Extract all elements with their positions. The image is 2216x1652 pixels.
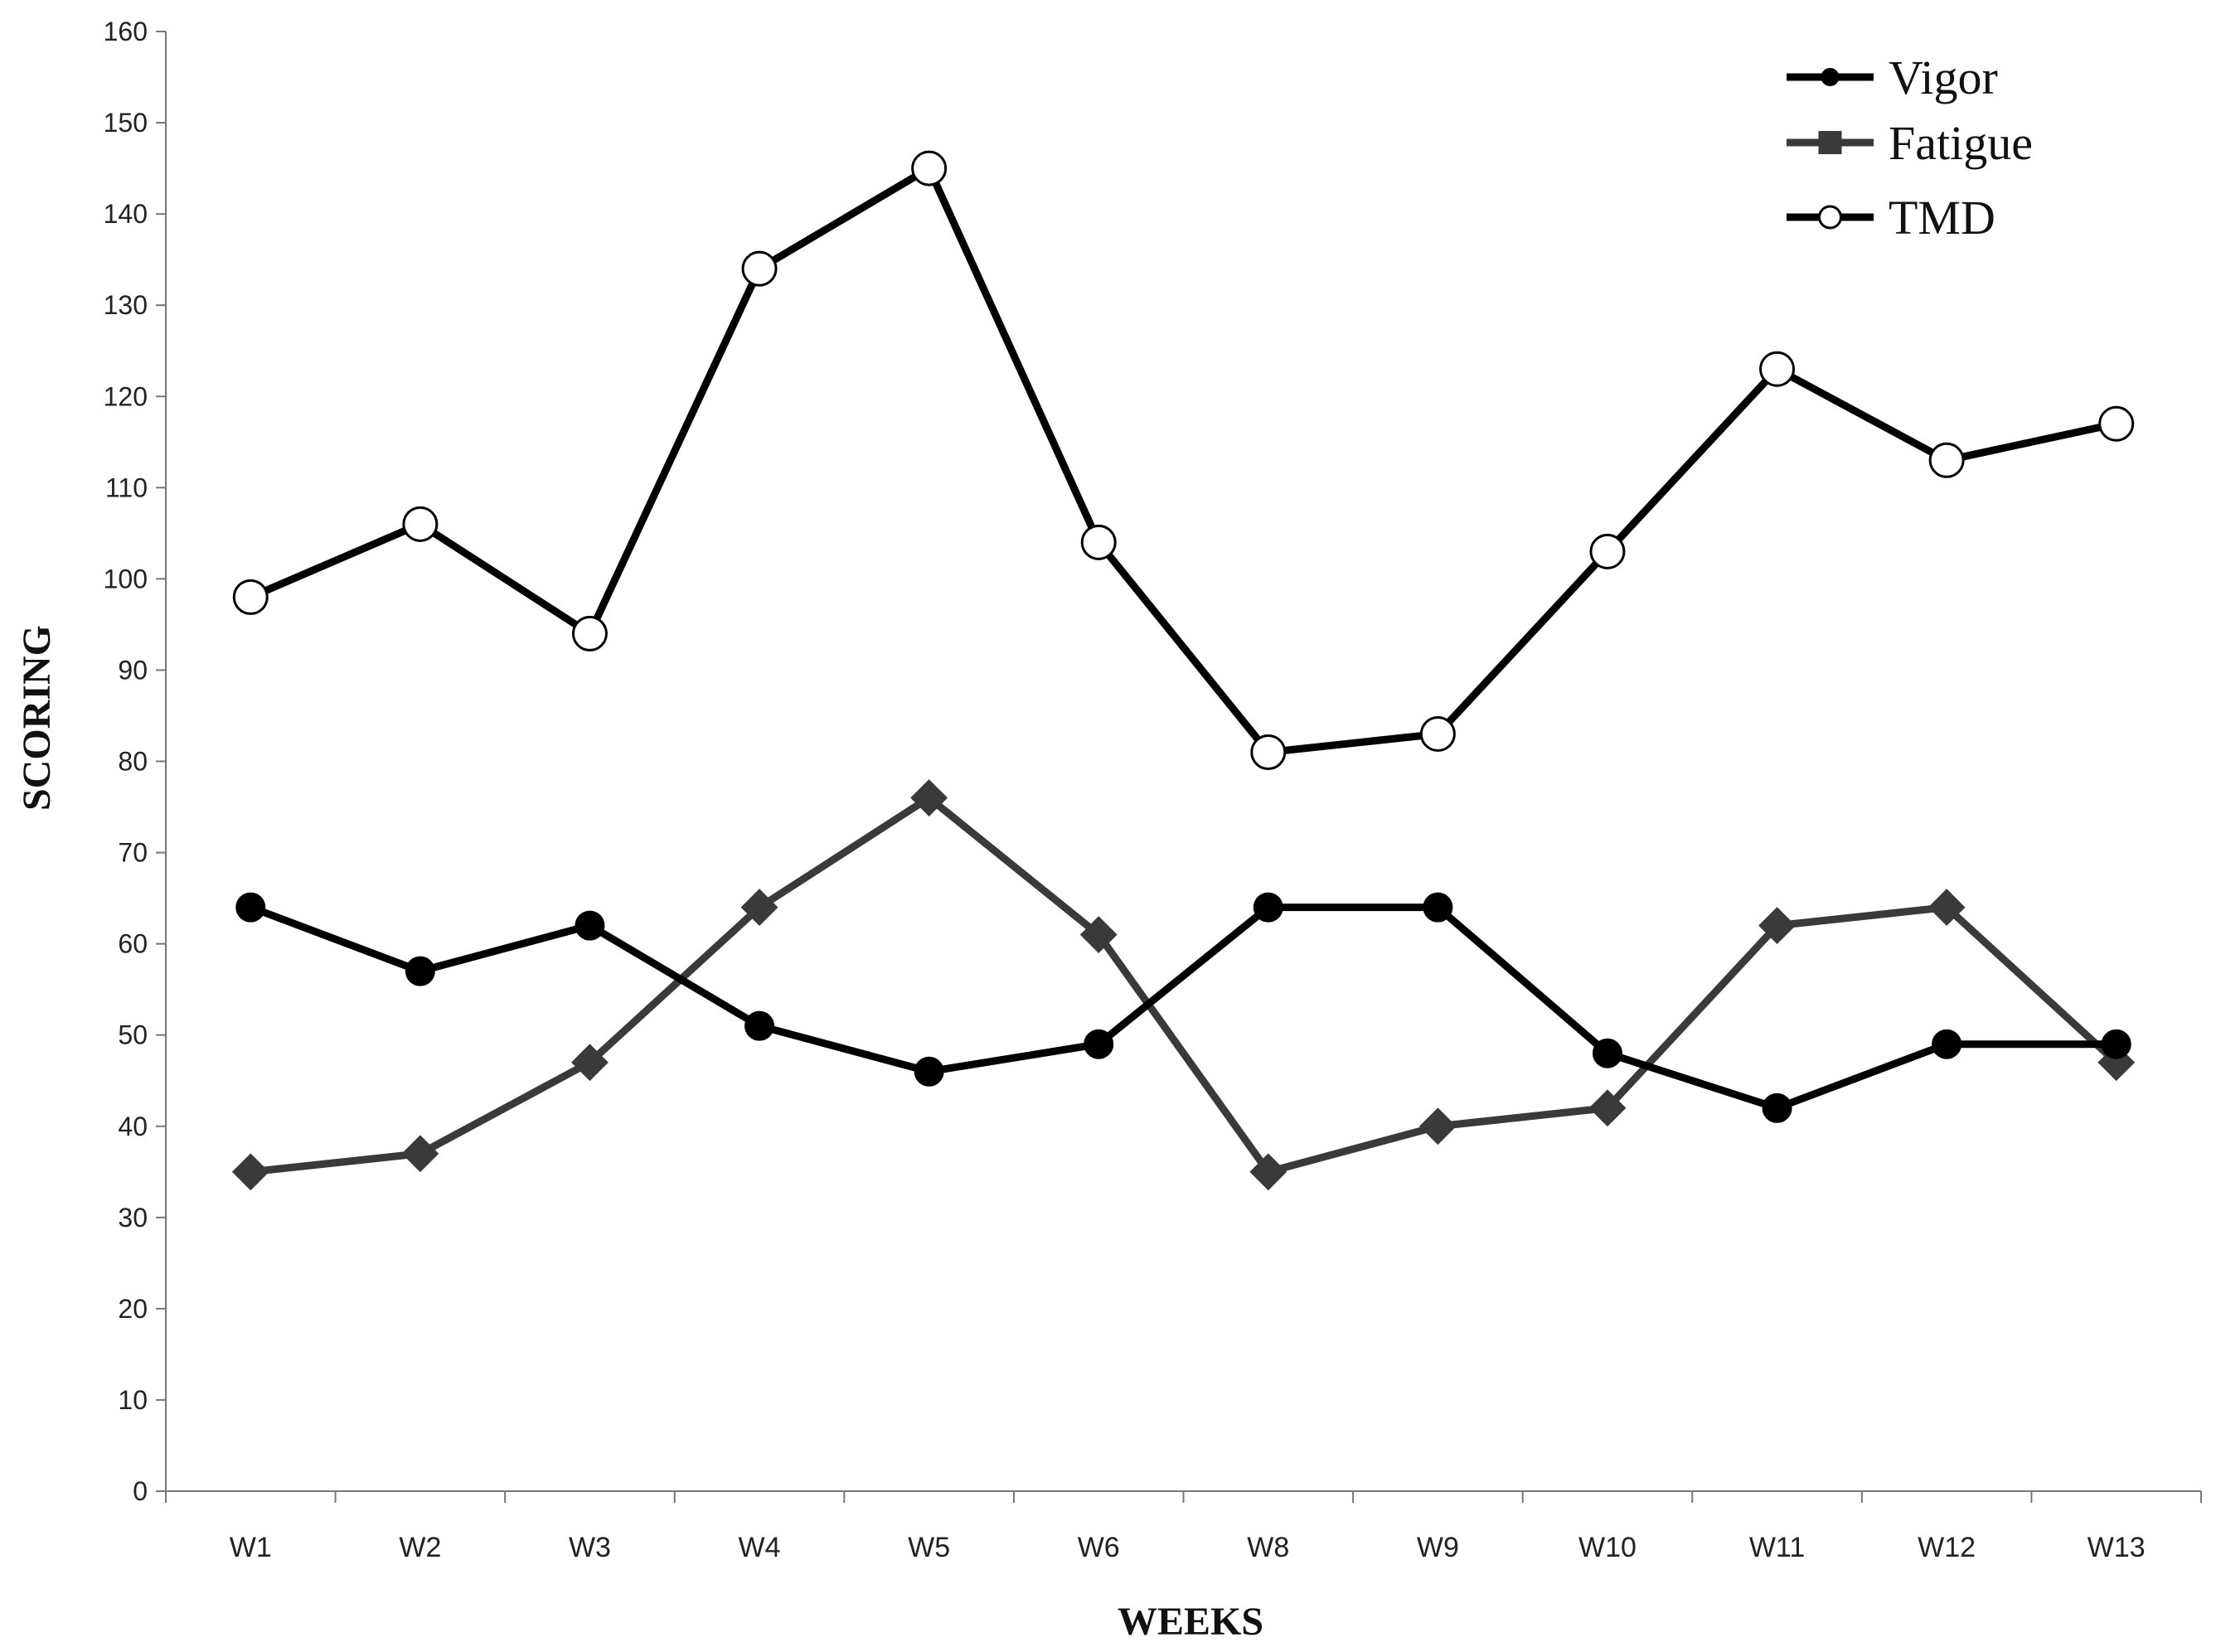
- tmd-point: [571, 615, 608, 652]
- y-tick-label: 150: [104, 108, 148, 138]
- x-tick-label: W2: [399, 1532, 441, 1563]
- x-tick-label: W8: [1247, 1532, 1289, 1563]
- fatigue-point: [1927, 889, 1966, 927]
- legend: Vigor Fatigue TMD: [1787, 51, 2033, 245]
- tmd-point: [1419, 715, 1456, 752]
- y-axis-title: SCORING: [15, 625, 59, 811]
- series-tmd: [232, 150, 2135, 770]
- tmd-point: [1250, 734, 1287, 770]
- x-tick-label: W1: [230, 1532, 272, 1563]
- x-tick-label: W4: [739, 1532, 781, 1563]
- tmd-point: [2098, 405, 2135, 442]
- vigor-point: [1253, 892, 1283, 923]
- legend-item-tmd: TMD: [1787, 191, 1995, 245]
- x-tick-label: W6: [1078, 1532, 1120, 1563]
- fatigue-point: [1418, 1107, 1457, 1146]
- y-tick-label: 30: [118, 1203, 148, 1233]
- tmd-point: [741, 250, 778, 287]
- series-line-tmd: [249, 164, 2117, 756]
- vigor-point: [744, 1010, 775, 1041]
- y-tick-label: 80: [118, 747, 148, 777]
- legend-label-fatigue: Fatigue: [1889, 116, 2033, 170]
- y-tick-label: 70: [118, 838, 148, 868]
- series-line-fatigue: [250, 794, 2119, 1176]
- vigor-point: [1762, 1092, 1792, 1123]
- legend-label-tmd: TMD: [1889, 191, 1995, 245]
- legend-marker-tmd: [1818, 205, 1842, 230]
- tmd-point: [232, 579, 269, 615]
- y-tick-label: 100: [104, 564, 148, 593]
- y-tick-label: 140: [104, 199, 148, 229]
- x-axis-ticks: W1 W2 W3 W4 W5 W6 W8 W9 W10 W11 W12 W13: [165, 1491, 2202, 1563]
- vigor-point: [914, 1056, 944, 1087]
- vigor-point: [575, 910, 605, 941]
- y-tick-label: 50: [118, 1020, 148, 1050]
- legend-item-fatigue: Fatigue: [1787, 116, 2033, 170]
- vigor-point: [1423, 892, 1453, 923]
- y-axis-ticks: 0 10 20 30 40 50 60 70 80 90 100 110 120 130 140 150 160: [104, 17, 166, 1506]
- tmd-point: [911, 150, 948, 187]
- tmd-point: [1080, 524, 1117, 560]
- y-tick-label: 10: [118, 1385, 148, 1415]
- series-fatigue: [231, 779, 2136, 1191]
- fatigue-point: [231, 1153, 269, 1191]
- axes: [165, 31, 2201, 1492]
- fatigue-point: [401, 1135, 439, 1173]
- fatigue-point: [1588, 1089, 1627, 1127]
- y-tick-label: 160: [104, 17, 148, 46]
- y-tick-label: 60: [118, 929, 148, 959]
- tmd-point: [1759, 351, 1796, 387]
- tmd-point: [1928, 442, 1965, 478]
- legend-label-vigor: Vigor: [1889, 51, 1998, 104]
- vigor-point: [235, 892, 266, 923]
- legend-marker-vigor: [1821, 68, 1840, 86]
- y-tick-label: 130: [104, 290, 148, 320]
- legend-marker-fatigue: [1818, 131, 1842, 154]
- vigor-point: [1592, 1038, 1622, 1068]
- x-axis-title: WEEKS: [1118, 1600, 1263, 1644]
- x-tick-label: W12: [1918, 1532, 1976, 1563]
- series-vigor: [235, 892, 2131, 1123]
- vigor-point: [1084, 1029, 1114, 1059]
- fatigue-point: [910, 779, 948, 816]
- y-tick-label: 0: [133, 1476, 148, 1506]
- x-tick-label: W5: [908, 1532, 950, 1563]
- vigor-point: [1932, 1029, 1962, 1059]
- series-layer: [231, 150, 2136, 1191]
- fatigue-point: [1758, 907, 1796, 945]
- tmd-point: [402, 506, 439, 542]
- vigor-point: [405, 956, 435, 986]
- vigor-point: [2101, 1029, 2131, 1059]
- x-tick-label: W11: [1749, 1532, 1805, 1563]
- legend-item-vigor: Vigor: [1787, 51, 1998, 104]
- tmd-point: [1589, 533, 1626, 569]
- series-line-vigor: [249, 904, 2117, 1112]
- y-tick-label: 20: [118, 1294, 148, 1324]
- x-tick-label: W3: [569, 1532, 611, 1563]
- fatigue-point: [1079, 916, 1118, 954]
- x-tick-label: W13: [2088, 1532, 2146, 1563]
- fatigue-point: [1249, 1153, 1287, 1191]
- fatigue-point: [740, 889, 778, 927]
- y-tick-label: 120: [104, 381, 148, 411]
- x-tick-label: W10: [1578, 1532, 1637, 1563]
- fatigue-point: [571, 1044, 609, 1082]
- y-tick-label: 90: [118, 655, 148, 685]
- y-tick-label: 110: [105, 472, 148, 502]
- y-tick-label: 40: [118, 1112, 148, 1141]
- x-tick-label: W9: [1417, 1532, 1459, 1563]
